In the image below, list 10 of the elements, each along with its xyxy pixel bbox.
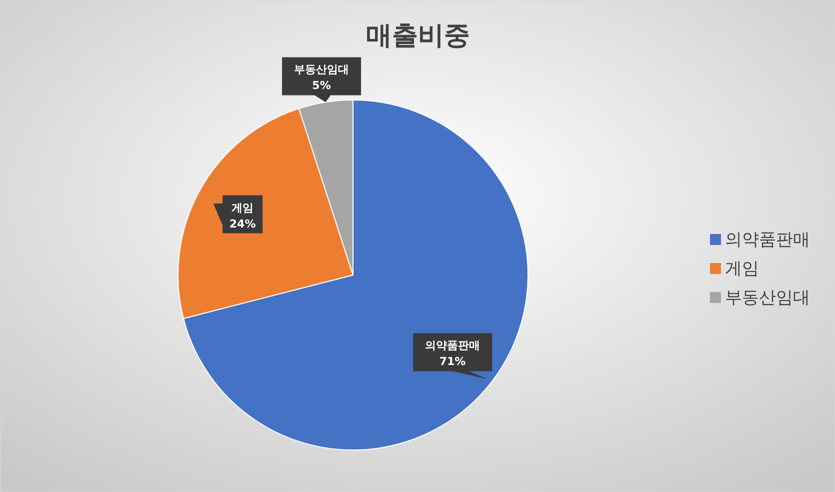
data-label: 5% <box>312 79 331 92</box>
legend-label: 게임 <box>725 259 759 279</box>
data-label: 71% <box>439 355 466 368</box>
category-label: 의약품판매 <box>725 230 810 250</box>
data-label: 24% <box>229 217 256 230</box>
slice-label: 의약품판매 <box>425 339 480 352</box>
slice-label: 게임 <box>232 201 254 214</box>
chart-title: 매출비중 <box>366 21 470 51</box>
slice-label: 부동산임대 <box>294 63 350 76</box>
legend-label: 부동산임대 <box>725 288 810 308</box>
